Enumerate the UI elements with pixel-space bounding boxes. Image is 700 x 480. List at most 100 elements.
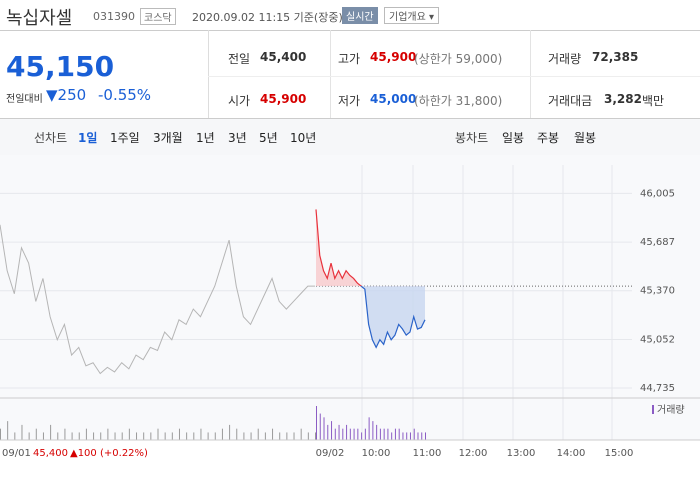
volume-bar [21, 424, 23, 440]
candle-tab[interactable]: 월봉 [574, 131, 597, 145]
volume-bar [85, 428, 87, 440]
footer-date: 09/01 [2, 448, 31, 459]
stat-label: 전일 [228, 52, 251, 66]
volume-bar [413, 428, 415, 440]
tab-label: 봉차트 [455, 131, 489, 145]
volume-bar [193, 432, 195, 440]
y-tick-label: 45,687 [640, 237, 675, 248]
volume-bar [7, 421, 9, 440]
stat-note: (상한가 59,000) [414, 52, 503, 66]
period-tab[interactable]: 3년 [228, 131, 247, 145]
period-tab[interactable]: 1년 [196, 131, 215, 145]
volume-bar [421, 432, 423, 440]
volume-bar [349, 428, 351, 440]
volume-bar [334, 428, 336, 440]
period-tab[interactable]: 1일 [78, 131, 98, 145]
footer-change: ▲100 [70, 448, 97, 459]
volume-bar [100, 432, 102, 440]
volume-bar [293, 432, 295, 440]
volume-bar [406, 432, 408, 440]
volume-bar [186, 432, 188, 440]
stat-value: 45,400 [260, 50, 307, 64]
divider [330, 30, 331, 118]
stat-label: 거래량 [548, 52, 582, 66]
volume-bar [221, 428, 223, 440]
volume-bar [28, 432, 30, 440]
stat-value: 45,000 [370, 92, 417, 106]
today-line-down [360, 286, 426, 349]
chart-bg [0, 155, 700, 440]
period-tab[interactable]: 3개월 [153, 131, 183, 145]
volume-bar [364, 428, 366, 440]
period-tab[interactable]: 1주일 [110, 131, 140, 145]
volume-bar [286, 432, 288, 440]
volume-bar [171, 432, 173, 440]
company-button[interactable]: 기업개요 ▾ [384, 7, 440, 24]
volume-legend-swatch [652, 405, 654, 414]
today-area-down [316, 286, 425, 348]
company-button-label: 기업개요 [389, 12, 426, 23]
candle-tab[interactable]: 주봉 [537, 131, 560, 145]
volume-bar [164, 432, 166, 440]
volume-bar [107, 428, 109, 440]
volume-bar [338, 424, 340, 440]
x-tick-label: 11:00 [413, 448, 442, 459]
volume-bar [417, 432, 419, 440]
stat-label: 시가 [228, 94, 251, 108]
divider [530, 30, 531, 118]
volume-bar [200, 428, 202, 440]
stat-label: 저가 [338, 94, 361, 108]
volume-bar [368, 417, 370, 440]
footer-close: 45,400 [33, 448, 68, 459]
volume-bar [64, 428, 66, 440]
volume-bar [376, 424, 378, 440]
y-tick-label: 45,370 [640, 286, 675, 297]
volume-bar [272, 428, 274, 440]
x-tick-label: 09/02 [316, 448, 345, 459]
x-tick-label: 12:00 [459, 448, 488, 459]
volume-bar [327, 424, 329, 440]
volume-bar [342, 428, 344, 440]
volume-bar [391, 432, 393, 440]
volume-bar [35, 428, 37, 440]
divider [0, 30, 700, 31]
period-tab[interactable]: 5년 [259, 131, 278, 145]
previous-line [0, 224, 315, 375]
volume-bar [114, 432, 116, 440]
divider [208, 30, 209, 118]
volume-bar [121, 432, 123, 440]
volume-legend: 거래량 [657, 404, 685, 416]
tab-label: 선차트 [34, 131, 68, 145]
volume-bar [14, 432, 16, 440]
stat-label: 고가 [338, 52, 361, 66]
volume-bar [372, 421, 374, 440]
market-badge: 코스닥 [140, 8, 176, 25]
y-tick-label: 45,052 [640, 334, 675, 345]
period-tab[interactable]: 10년 [290, 131, 317, 145]
volume-bar [323, 417, 325, 440]
volume-bar [150, 432, 152, 440]
volume-bar [128, 428, 130, 440]
today-line-up [315, 209, 363, 287]
volume-bar [394, 428, 396, 440]
stat-value: 72,385 [592, 50, 639, 64]
stat-unit: 백만 [642, 94, 665, 108]
volume-bar [316, 406, 317, 440]
y-tick-label: 46,005 [640, 188, 675, 199]
volume-bar [425, 432, 426, 440]
volume-bar [50, 424, 52, 440]
realtime-button[interactable]: 실시간 [342, 7, 378, 24]
volume-bar [78, 432, 80, 440]
volume-bar [379, 428, 381, 440]
volume-bar [315, 432, 316, 440]
x-tick-label: 13:00 [507, 448, 536, 459]
volume-bar [409, 432, 411, 440]
volume-bar [178, 428, 180, 440]
volume-bar [229, 424, 231, 440]
x-tick-label: 10:00 [362, 448, 391, 459]
volume-bar [307, 432, 309, 440]
volume-bar [264, 432, 266, 440]
stat-value: 3,282 [604, 92, 642, 106]
candle-tab[interactable]: 일봉 [502, 131, 525, 145]
change: ▼250 [46, 86, 87, 104]
